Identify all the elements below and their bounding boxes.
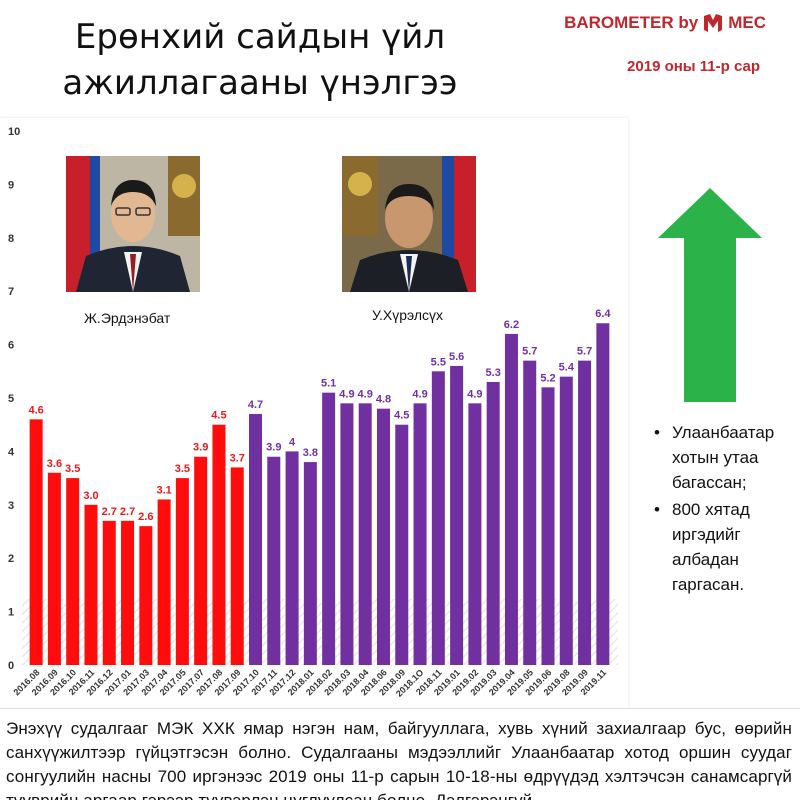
bar-value-label: 4.5 [394, 410, 409, 422]
bar-value-label: 3.7 [230, 452, 245, 464]
bar [413, 403, 427, 665]
bar [194, 456, 208, 665]
bar-value-label: 4.9 [358, 388, 373, 400]
bar [139, 526, 153, 665]
y-tick-label: 0 [8, 660, 14, 672]
bar [175, 478, 189, 665]
bar [486, 381, 500, 665]
bar [157, 499, 171, 665]
bar-value-label: 4.8 [376, 394, 391, 406]
data-labels: 4.63.6 3.53.02.7 2.7 2.63.13.53.94.53.74.73… [28, 308, 611, 523]
bar [596, 323, 610, 665]
bar-value-label: 4.9 [412, 388, 427, 400]
chart-panel: 0 1 2 3 4 5 6 7 8 9 10 4.6 3.6 3.5 3.0 2.7 2.7 2.6 3.1 3.5… [0, 118, 628, 708]
bar [504, 333, 518, 665]
bar [358, 403, 372, 665]
bar-value-label: 4.7 [248, 399, 263, 411]
bar-value-label: 5.4 [559, 362, 575, 374]
bar-value-label: 3.0 [83, 490, 98, 502]
page-title: Ерөнхий сайдын үйл ажиллагааны үнэлгээ [20, 14, 500, 106]
mec-logo-icon [704, 14, 723, 32]
brand: BAROMETER by MEC [564, 12, 766, 34]
y-tick-label: 10 [8, 126, 20, 138]
bar-value-label: 5.6 [449, 351, 464, 363]
bar-value-label: 6.4 [595, 308, 611, 320]
y-tick-label: 9 [8, 179, 14, 191]
bar [47, 472, 61, 665]
bar-value-label: 3.5 [65, 463, 80, 475]
bar-value-label: 3.8 [303, 447, 318, 459]
bar [468, 403, 482, 665]
bar-value-label: 5.2 [540, 372, 555, 384]
bar [322, 392, 336, 665]
bar [431, 371, 445, 665]
bar [249, 414, 263, 665]
bar [29, 419, 43, 665]
portrait-erdenebat [66, 156, 200, 292]
caption-left: Ж.Эрдэнэбат [84, 310, 171, 326]
y-tick-label: 2 [8, 553, 14, 565]
bar-value-label: 5.5 [431, 356, 446, 368]
bar [340, 403, 354, 665]
up-arrow-icon [658, 188, 762, 407]
bar [267, 456, 281, 665]
bar-value-label: 3.9 [193, 442, 208, 454]
bar-value-label: 4.9 [339, 388, 354, 400]
bar [395, 424, 409, 665]
y-tick-label: 8 [8, 233, 14, 245]
bar-value-label: 5.1 [321, 378, 336, 390]
bar [121, 520, 135, 665]
bar [450, 365, 464, 665]
y-tick-label: 1 [8, 607, 14, 619]
bar [303, 462, 317, 665]
bar [559, 376, 573, 665]
bar [523, 360, 537, 665]
subtitle-date: 2019 оны 11-р сар [627, 58, 760, 75]
bar [376, 408, 390, 665]
bar-value-label: 2.6 [138, 511, 153, 523]
footer-note: Энэхүү судалгааг МЭК ХХК ямар нэгэн нам,… [0, 708, 800, 800]
bar-value-label: 4.9 [467, 388, 482, 400]
bar-value-label: 2.7 [120, 506, 135, 518]
bar-value-label: 3.6 [47, 458, 62, 470]
bar [84, 504, 98, 665]
bar [230, 467, 244, 665]
bar [578, 360, 592, 665]
portrait-khurelsukh [342, 156, 476, 292]
y-tick-label: 6 [8, 340, 14, 352]
bar [102, 520, 116, 665]
bar-series [29, 323, 610, 665]
bar [541, 387, 555, 665]
key-point-item: 800 хятад иргэдийг албадан гаргасан. [650, 497, 798, 597]
caption-right: У.Хүрэлсүх [372, 307, 444, 323]
bar-value-label: 6.2 [504, 319, 519, 331]
y-tick-label: 7 [8, 286, 14, 298]
key-point-item: Улаанбаатар хотын утаа багассан; [650, 420, 798, 495]
key-points: Улаанбаатар хотын утаа багассан; 800 хят… [650, 420, 798, 599]
bar-value-label: 4.6 [28, 404, 43, 416]
brand-prefix: BAROMETER by [564, 13, 699, 32]
bar-value-label: 5.7 [522, 346, 537, 358]
bar-value-label: 5.7 [577, 346, 592, 358]
y-tick-label: 5 [8, 393, 14, 405]
bar [285, 451, 299, 665]
bar-value-label: 3.5 [175, 463, 190, 475]
bar-value-label: 5.3 [486, 367, 501, 379]
y-tick-label: 4 [8, 446, 15, 458]
title-line-2: ажиллагааны үнэлгээ [62, 63, 458, 103]
x-axis: 2016.082016.092016.102016.112016.122017.… [11, 667, 608, 698]
bar-value-label: 3.9 [266, 442, 281, 454]
bar [212, 424, 226, 665]
title-line-1: Ерөнхий сайдын үйл [74, 17, 446, 57]
y-tick-label: 3 [8, 500, 14, 512]
y-axis: 0 1 2 3 4 5 6 7 8 9 10 [8, 126, 20, 672]
bar [66, 478, 80, 665]
bar-value-label: 4.5 [211, 410, 226, 422]
bar-value-label: 2.7 [102, 506, 117, 518]
bar-value-label: 4 [289, 436, 296, 448]
brand-name: MEC [728, 13, 766, 32]
bar-value-label: 3.1 [156, 484, 171, 496]
